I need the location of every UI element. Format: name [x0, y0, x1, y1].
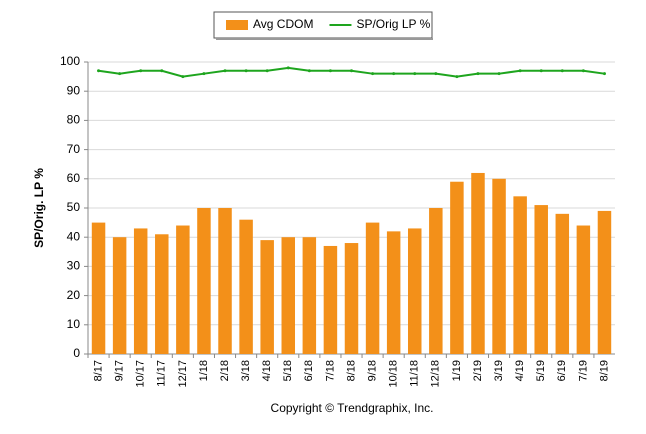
bar — [155, 234, 169, 354]
x-tick-label: 5/19 — [535, 360, 547, 381]
bar — [492, 178, 506, 354]
bar — [429, 208, 443, 354]
y-tick-label: 80 — [67, 113, 81, 127]
x-tick-label: 10/18 — [388, 360, 400, 388]
bar — [91, 222, 106, 354]
x-tick-label: 1/19 — [451, 360, 463, 381]
y-tick-label: 100 — [60, 54, 80, 68]
line-point — [223, 69, 227, 73]
bar — [176, 225, 190, 354]
line-point — [371, 72, 375, 76]
line-point — [560, 69, 564, 73]
bar — [302, 237, 317, 354]
bar — [407, 228, 422, 354]
bar — [197, 208, 211, 354]
bar — [450, 181, 464, 354]
y-tick-label: 50 — [67, 200, 81, 214]
x-tick-label: 11/17 — [156, 360, 168, 387]
line-point — [539, 69, 543, 73]
bar — [281, 237, 296, 354]
x-tick-label: 12/18 — [430, 360, 442, 388]
line-point — [350, 69, 353, 73]
x-tick-label: 5/18 — [282, 360, 294, 381]
x-tick-label: 10/17 — [135, 360, 147, 388]
y-tick-label: 70 — [67, 142, 81, 156]
bar — [112, 237, 127, 354]
x-tick-label: 6/18 — [303, 360, 315, 381]
x-tick-label: 3/19 — [493, 360, 505, 381]
x-tick-label: 3/18 — [240, 360, 252, 381]
legend-label: Avg CDOM — [253, 17, 313, 31]
legend-label: SP/Orig LP % — [356, 17, 430, 31]
x-tick-label: 9/18 — [366, 360, 378, 381]
bar — [133, 228, 148, 354]
y-tick-label: 40 — [67, 229, 81, 243]
bar — [513, 196, 527, 354]
y-tick-label: 0 — [73, 346, 80, 360]
line-point — [244, 69, 248, 73]
y-axis-label: SP/Orig. LP % — [32, 168, 46, 248]
bar — [344, 243, 359, 354]
x-tick-label: 12/17 — [177, 360, 189, 388]
bar — [218, 208, 232, 354]
line-point — [286, 66, 290, 70]
legend — [213, 11, 433, 39]
x-tick-label: 2/18 — [219, 360, 231, 381]
x-tick-label: 8/18 — [345, 360, 357, 381]
y-tick-label: 10 — [67, 317, 81, 331]
bar — [555, 213, 570, 354]
y-tick-label: 60 — [67, 171, 81, 185]
footer: Copyright © Trendgraphix, Inc. — [271, 401, 434, 415]
y-tick-label: 30 — [67, 259, 81, 273]
x-tick-label: 4/19 — [514, 360, 526, 381]
x-tick-label: 7/18 — [324, 360, 336, 381]
x-tick-label: 4/18 — [261, 360, 273, 381]
line-point — [139, 69, 143, 73]
bar — [323, 245, 338, 354]
bar — [471, 172, 485, 354]
line-point — [160, 69, 164, 73]
legend-swatch — [226, 20, 248, 30]
x-tick-label: 1/18 — [198, 360, 210, 381]
line-point — [97, 69, 101, 73]
y-tick-label: 90 — [67, 83, 81, 97]
line-point — [434, 72, 438, 76]
line-point — [265, 69, 269, 73]
x-tick-label: 7/19 — [577, 360, 589, 381]
x-tick-label: 8/19 — [598, 360, 610, 381]
bar — [386, 231, 401, 354]
bar — [534, 205, 548, 354]
line-point — [181, 75, 185, 79]
line-point — [328, 69, 332, 73]
line-point — [202, 72, 206, 76]
line-point — [602, 72, 606, 76]
line-point — [518, 69, 522, 73]
line-point — [307, 69, 311, 73]
line-point — [476, 72, 480, 76]
line-point — [118, 72, 122, 76]
line-point — [497, 72, 501, 76]
line-point — [392, 72, 396, 76]
x-tick-label: 8/17 — [92, 360, 104, 381]
line-point — [581, 69, 585, 73]
y-tick-label: 20 — [67, 288, 81, 302]
bar — [597, 210, 612, 354]
bar — [576, 225, 591, 354]
x-tick-label: 11/18 — [409, 360, 421, 387]
bar — [365, 222, 380, 354]
line-point — [455, 75, 459, 79]
line-point — [413, 72, 417, 76]
bar — [239, 219, 253, 354]
x-tick-label: 9/17 — [114, 360, 126, 381]
x-tick-label: 6/19 — [556, 360, 568, 381]
x-tick-label: 2/19 — [472, 360, 484, 381]
bar — [260, 240, 274, 354]
